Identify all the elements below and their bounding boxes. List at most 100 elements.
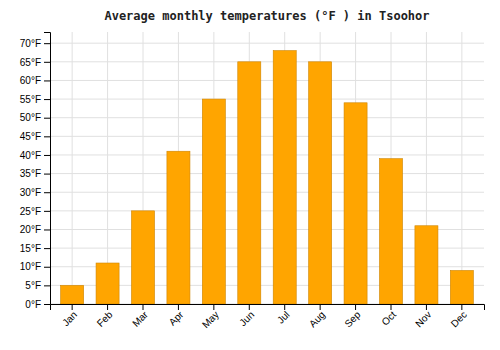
grid-line-y xyxy=(50,43,484,44)
y-tick-mark xyxy=(44,304,50,305)
x-axis-line xyxy=(51,305,485,311)
bar xyxy=(238,62,261,304)
x-tick: Jul xyxy=(275,304,292,326)
x-tick: Jun xyxy=(237,304,256,328)
x-tick: Nov xyxy=(413,304,433,329)
y-tick-label: 50°F xyxy=(20,112,41,123)
y-tick-mark xyxy=(44,285,50,286)
bar xyxy=(273,51,296,304)
y-tick: 20°F xyxy=(20,224,50,235)
y-tick-mark xyxy=(44,229,50,230)
bar xyxy=(131,211,154,304)
x-tick: Dec xyxy=(449,304,469,329)
x-tick-mark xyxy=(178,304,179,310)
x-tick-label: Aug xyxy=(307,309,327,329)
y-tick-label: 10°F xyxy=(20,261,41,272)
y-tick-label: 0°F xyxy=(25,299,41,310)
y-tick-mark xyxy=(44,192,50,193)
grid-line-y xyxy=(50,117,484,118)
y-tick: 50°F xyxy=(20,112,50,123)
x-tick-mark xyxy=(284,304,285,310)
bars xyxy=(61,51,474,304)
x-tick: Mar xyxy=(130,304,150,329)
bar xyxy=(344,103,367,304)
y-tick-label: 55°F xyxy=(20,94,41,105)
title: Average monthly temperatures (°F ) in Ts… xyxy=(104,9,429,23)
grid-line-y xyxy=(50,154,484,155)
x-tick: Jan xyxy=(60,304,79,328)
grid-line-y xyxy=(50,80,484,81)
y-tick-label: 40°F xyxy=(20,150,41,161)
bar xyxy=(450,270,473,304)
y-tick-label: 30°F xyxy=(20,187,41,198)
y-tick: 35°F xyxy=(20,168,50,179)
y-tick: 60°F xyxy=(20,75,50,86)
x-tick-mark xyxy=(213,304,214,310)
y-tick-label: 70°F xyxy=(20,38,41,49)
y-axis-line xyxy=(44,33,51,305)
y-tick: 5°F xyxy=(25,280,50,291)
grid-line-y xyxy=(50,210,484,211)
y-tick-mark xyxy=(44,118,50,119)
x-axis: Jan Feb Mar Apr May Jun Jul Aug Sep Oct Nov Dec xyxy=(51,304,485,330)
x-tick-mark xyxy=(143,304,144,310)
y-tick: 15°F xyxy=(20,243,50,254)
x-tick: Feb xyxy=(95,304,115,329)
bar xyxy=(96,263,119,304)
y-tick-mark xyxy=(44,211,50,212)
y-tick: 55°F xyxy=(20,94,50,105)
x-tick-mark xyxy=(426,304,427,310)
x-tick-label: Sep xyxy=(342,309,363,330)
y-tick: 25°F xyxy=(20,206,50,217)
y-tick: 10°F xyxy=(20,261,50,272)
grid xyxy=(50,32,484,304)
y-tick-mark xyxy=(44,267,50,268)
x-tick-mark xyxy=(249,304,250,310)
y-tick-mark xyxy=(44,155,50,156)
x-tick-label: Apr xyxy=(167,308,186,327)
y-tick: 30°F xyxy=(20,187,50,198)
grid-line-y xyxy=(50,192,484,193)
bar xyxy=(167,151,190,304)
y-tick: 40°F xyxy=(20,150,50,161)
grid-line-x xyxy=(72,32,73,304)
y-tick-mark xyxy=(44,136,50,137)
x-tick-mark xyxy=(461,304,462,310)
x-tick-label: Dec xyxy=(449,309,469,329)
x-tick: Oct xyxy=(379,304,398,328)
x-tick-mark xyxy=(355,304,356,310)
bar xyxy=(379,159,402,304)
grid-line-y xyxy=(50,136,484,137)
y-tick: 65°F xyxy=(20,57,50,68)
x-tick-label: Oct xyxy=(379,309,398,328)
x-tick: May xyxy=(200,304,221,330)
bar xyxy=(61,285,84,304)
y-tick-mark xyxy=(44,99,50,100)
y-tick-mark xyxy=(44,62,50,63)
x-tick-mark xyxy=(107,304,108,310)
x-tick-mark xyxy=(391,304,392,310)
grid-line-y xyxy=(50,173,484,174)
x-tick-label: Jun xyxy=(237,309,256,328)
y-tick-label: 35°F xyxy=(20,168,41,179)
y-tick-label: 5°F xyxy=(25,280,41,291)
bar xyxy=(202,99,225,304)
y-tick-label: 25°F xyxy=(20,206,41,217)
grid-line-y xyxy=(50,61,484,62)
y-axis: 0°F 5°F 10°F 15°F 20°F 25°F 30°F 35°F 40°F 45°F 50… xyxy=(20,33,51,310)
y-tick: 45°F xyxy=(20,131,50,142)
y-tick-mark xyxy=(44,174,50,175)
x-tick-label: Jul xyxy=(275,309,292,326)
x-tick: Sep xyxy=(342,304,363,329)
plot: 0°F 5°F 10°F 15°F 20°F 25°F 30°F 35°F 40°F 45°F 50… xyxy=(20,32,485,330)
x-tick: Apr xyxy=(167,304,186,328)
grid-line-y xyxy=(50,99,484,100)
x-tick-label: Nov xyxy=(413,309,433,329)
x-tick-mark xyxy=(320,304,321,310)
y-tick-mark xyxy=(44,80,50,81)
y-tick-label: 65°F xyxy=(20,57,41,68)
x-tick-mark xyxy=(72,304,73,310)
x-tick-label: Jan xyxy=(60,309,79,328)
y-tick-mark xyxy=(44,248,50,249)
y-tick: 70°F xyxy=(20,38,50,49)
